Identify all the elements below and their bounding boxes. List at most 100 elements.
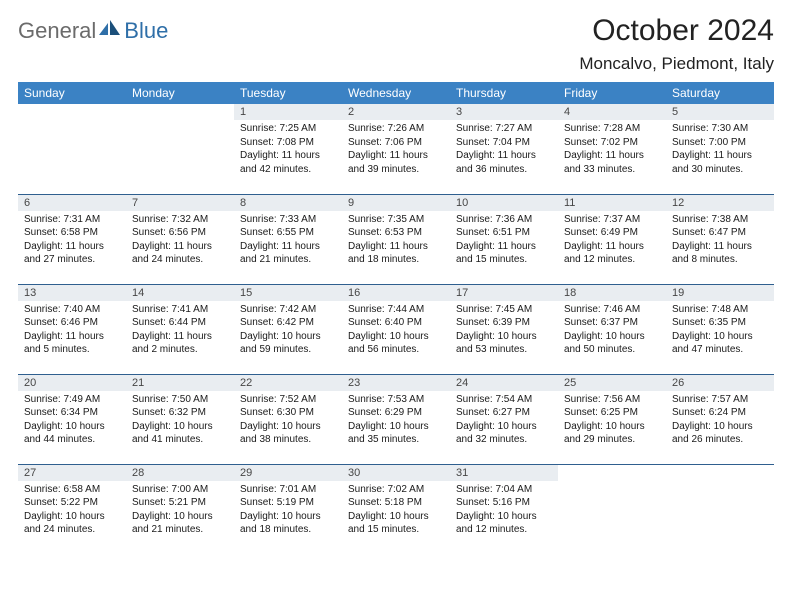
day-number: 10 [450, 195, 558, 211]
day-cell: 23Sunrise: 7:53 AMSunset: 6:29 PMDayligh… [342, 374, 450, 464]
logo-sails-icon [99, 20, 121, 43]
calendar-row: 6Sunrise: 7:31 AMSunset: 6:58 PMDaylight… [18, 194, 774, 284]
day-cell: 1Sunrise: 7:25 AMSunset: 7:08 PMDaylight… [234, 104, 342, 194]
day-number: 8 [234, 195, 342, 211]
day-content: Sunrise: 7:40 AMSunset: 6:46 PMDaylight:… [18, 301, 126, 361]
day-number: 23 [342, 375, 450, 391]
day-cell: 27Sunrise: 6:58 AMSunset: 5:22 PMDayligh… [18, 464, 126, 554]
header: General Blue October 2024 Moncalvo, Pied… [18, 14, 774, 74]
weekday-header-row: Sunday Monday Tuesday Wednesday Thursday… [18, 82, 774, 104]
day-cell: 22Sunrise: 7:52 AMSunset: 6:30 PMDayligh… [234, 374, 342, 464]
day-content: Sunrise: 7:35 AMSunset: 6:53 PMDaylight:… [342, 211, 450, 271]
day-content: Sunrise: 7:53 AMSunset: 6:29 PMDaylight:… [342, 391, 450, 451]
day-content: Sunrise: 7:45 AMSunset: 6:39 PMDaylight:… [450, 301, 558, 361]
calendar-row: 1Sunrise: 7:25 AMSunset: 7:08 PMDaylight… [18, 104, 774, 194]
calendar-table: Sunday Monday Tuesday Wednesday Thursday… [18, 82, 774, 554]
day-cell: 16Sunrise: 7:44 AMSunset: 6:40 PMDayligh… [342, 284, 450, 374]
day-number: 13 [18, 285, 126, 301]
day-content: Sunrise: 7:04 AMSunset: 5:16 PMDaylight:… [450, 481, 558, 541]
day-cell: 15Sunrise: 7:42 AMSunset: 6:42 PMDayligh… [234, 284, 342, 374]
day-cell: 10Sunrise: 7:36 AMSunset: 6:51 PMDayligh… [450, 194, 558, 284]
day-number: 15 [234, 285, 342, 301]
empty-cell [126, 104, 234, 194]
day-cell: 20Sunrise: 7:49 AMSunset: 6:34 PMDayligh… [18, 374, 126, 464]
empty-cell [558, 464, 666, 554]
day-number: 28 [126, 465, 234, 481]
day-number: 9 [342, 195, 450, 211]
logo-text-general: General [18, 18, 96, 44]
page-title: October 2024 [579, 14, 774, 48]
day-content: Sunrise: 7:37 AMSunset: 6:49 PMDaylight:… [558, 211, 666, 271]
day-cell: 2Sunrise: 7:26 AMSunset: 7:06 PMDaylight… [342, 104, 450, 194]
day-number: 16 [342, 285, 450, 301]
day-cell: 14Sunrise: 7:41 AMSunset: 6:44 PMDayligh… [126, 284, 234, 374]
day-content: Sunrise: 7:48 AMSunset: 6:35 PMDaylight:… [666, 301, 774, 361]
day-number: 19 [666, 285, 774, 301]
day-content: Sunrise: 7:38 AMSunset: 6:47 PMDaylight:… [666, 211, 774, 271]
day-number: 21 [126, 375, 234, 391]
day-content: Sunrise: 7:25 AMSunset: 7:08 PMDaylight:… [234, 120, 342, 180]
day-number: 6 [18, 195, 126, 211]
day-cell: 5Sunrise: 7:30 AMSunset: 7:00 PMDaylight… [666, 104, 774, 194]
title-block: October 2024 Moncalvo, Piedmont, Italy [579, 14, 774, 74]
weekday-header: Tuesday [234, 82, 342, 104]
day-cell: 8Sunrise: 7:33 AMSunset: 6:55 PMDaylight… [234, 194, 342, 284]
day-number: 29 [234, 465, 342, 481]
day-content: Sunrise: 7:50 AMSunset: 6:32 PMDaylight:… [126, 391, 234, 451]
day-content: Sunrise: 6:58 AMSunset: 5:22 PMDaylight:… [18, 481, 126, 541]
day-content: Sunrise: 7:02 AMSunset: 5:18 PMDaylight:… [342, 481, 450, 541]
day-content: Sunrise: 7:00 AMSunset: 5:21 PMDaylight:… [126, 481, 234, 541]
day-content: Sunrise: 7:33 AMSunset: 6:55 PMDaylight:… [234, 211, 342, 271]
day-number: 31 [450, 465, 558, 481]
day-content: Sunrise: 7:31 AMSunset: 6:58 PMDaylight:… [18, 211, 126, 271]
day-content: Sunrise: 7:52 AMSunset: 6:30 PMDaylight:… [234, 391, 342, 451]
day-number: 18 [558, 285, 666, 301]
day-number: 2 [342, 104, 450, 120]
day-cell: 13Sunrise: 7:40 AMSunset: 6:46 PMDayligh… [18, 284, 126, 374]
day-number: 4 [558, 104, 666, 120]
day-number: 1 [234, 104, 342, 120]
day-cell: 21Sunrise: 7:50 AMSunset: 6:32 PMDayligh… [126, 374, 234, 464]
day-content: Sunrise: 7:57 AMSunset: 6:24 PMDaylight:… [666, 391, 774, 451]
day-cell: 4Sunrise: 7:28 AMSunset: 7:02 PMDaylight… [558, 104, 666, 194]
day-content: Sunrise: 7:46 AMSunset: 6:37 PMDaylight:… [558, 301, 666, 361]
day-cell: 31Sunrise: 7:04 AMSunset: 5:16 PMDayligh… [450, 464, 558, 554]
calendar-row: 27Sunrise: 6:58 AMSunset: 5:22 PMDayligh… [18, 464, 774, 554]
day-number: 24 [450, 375, 558, 391]
weekday-header: Saturday [666, 82, 774, 104]
day-content: Sunrise: 7:28 AMSunset: 7:02 PMDaylight:… [558, 120, 666, 180]
day-number: 17 [450, 285, 558, 301]
location-label: Moncalvo, Piedmont, Italy [579, 54, 774, 74]
empty-cell [18, 104, 126, 194]
calendar-row: 20Sunrise: 7:49 AMSunset: 6:34 PMDayligh… [18, 374, 774, 464]
day-content: Sunrise: 7:56 AMSunset: 6:25 PMDaylight:… [558, 391, 666, 451]
day-cell: 6Sunrise: 7:31 AMSunset: 6:58 PMDaylight… [18, 194, 126, 284]
day-number: 26 [666, 375, 774, 391]
day-cell: 26Sunrise: 7:57 AMSunset: 6:24 PMDayligh… [666, 374, 774, 464]
day-cell: 17Sunrise: 7:45 AMSunset: 6:39 PMDayligh… [450, 284, 558, 374]
day-content: Sunrise: 7:44 AMSunset: 6:40 PMDaylight:… [342, 301, 450, 361]
day-content: Sunrise: 7:32 AMSunset: 6:56 PMDaylight:… [126, 211, 234, 271]
day-content: Sunrise: 7:27 AMSunset: 7:04 PMDaylight:… [450, 120, 558, 180]
day-number: 3 [450, 104, 558, 120]
day-cell: 11Sunrise: 7:37 AMSunset: 6:49 PMDayligh… [558, 194, 666, 284]
weekday-header: Friday [558, 82, 666, 104]
day-content: Sunrise: 7:49 AMSunset: 6:34 PMDaylight:… [18, 391, 126, 451]
empty-cell [666, 464, 774, 554]
day-number: 27 [18, 465, 126, 481]
day-number: 7 [126, 195, 234, 211]
day-content: Sunrise: 7:42 AMSunset: 6:42 PMDaylight:… [234, 301, 342, 361]
day-cell: 25Sunrise: 7:56 AMSunset: 6:25 PMDayligh… [558, 374, 666, 464]
logo-text-blue: Blue [124, 18, 168, 44]
logo: General Blue [18, 14, 168, 44]
day-cell: 18Sunrise: 7:46 AMSunset: 6:37 PMDayligh… [558, 284, 666, 374]
day-cell: 12Sunrise: 7:38 AMSunset: 6:47 PMDayligh… [666, 194, 774, 284]
day-cell: 19Sunrise: 7:48 AMSunset: 6:35 PMDayligh… [666, 284, 774, 374]
weekday-header: Monday [126, 82, 234, 104]
day-content: Sunrise: 7:30 AMSunset: 7:00 PMDaylight:… [666, 120, 774, 180]
day-cell: 9Sunrise: 7:35 AMSunset: 6:53 PMDaylight… [342, 194, 450, 284]
weekday-header: Thursday [450, 82, 558, 104]
calendar-page: General Blue October 2024 Moncalvo, Pied… [0, 0, 792, 568]
weekday-header: Wednesday [342, 82, 450, 104]
day-content: Sunrise: 7:26 AMSunset: 7:06 PMDaylight:… [342, 120, 450, 180]
